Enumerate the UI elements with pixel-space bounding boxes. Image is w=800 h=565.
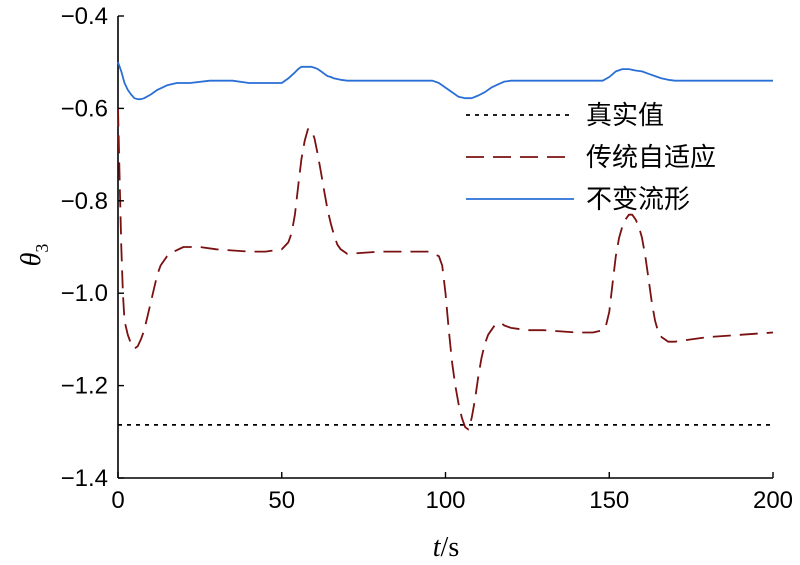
legend-label-3: 不变流形: [586, 185, 690, 215]
x-tick-label: 150: [589, 487, 629, 514]
series-layer: [117, 61, 774, 431]
y-axis-label-subscript: 3: [32, 244, 52, 253]
x-axis-label-var: t: [433, 532, 442, 563]
y-tick-label: −1.0: [61, 280, 108, 307]
y-axis-label-symbol: θ: [16, 252, 47, 266]
x-axis-label-unit: /s: [441, 532, 460, 563]
legend-label-1: 真实值: [586, 101, 664, 131]
x-tick-label: 100: [425, 487, 465, 514]
x-tick-label: 200: [753, 487, 793, 514]
legend-label-2: 传统自适应: [586, 143, 716, 173]
x-tick-label: 50: [268, 487, 295, 514]
axes: [117, 16, 773, 479]
y-tick-label: −0.6: [61, 95, 108, 122]
y-tick-label: −0.8: [61, 188, 108, 215]
x-axis-label: t/s: [433, 532, 459, 563]
y-tick-label: −0.4: [61, 3, 108, 30]
y-tick-label: −1.4: [61, 465, 108, 492]
x-tick-label: 0: [111, 487, 124, 514]
y-tick-label: −1.2: [61, 373, 108, 400]
ticks-layer: 0 50 100 150 200 −1.4 −1.2 −1.0 −0.8 −0.6 −0.4: [61, 3, 793, 514]
series-line-3: [117, 61, 773, 101]
series-line-2: [117, 108, 774, 431]
y-axis-label: θ3: [16, 244, 52, 267]
